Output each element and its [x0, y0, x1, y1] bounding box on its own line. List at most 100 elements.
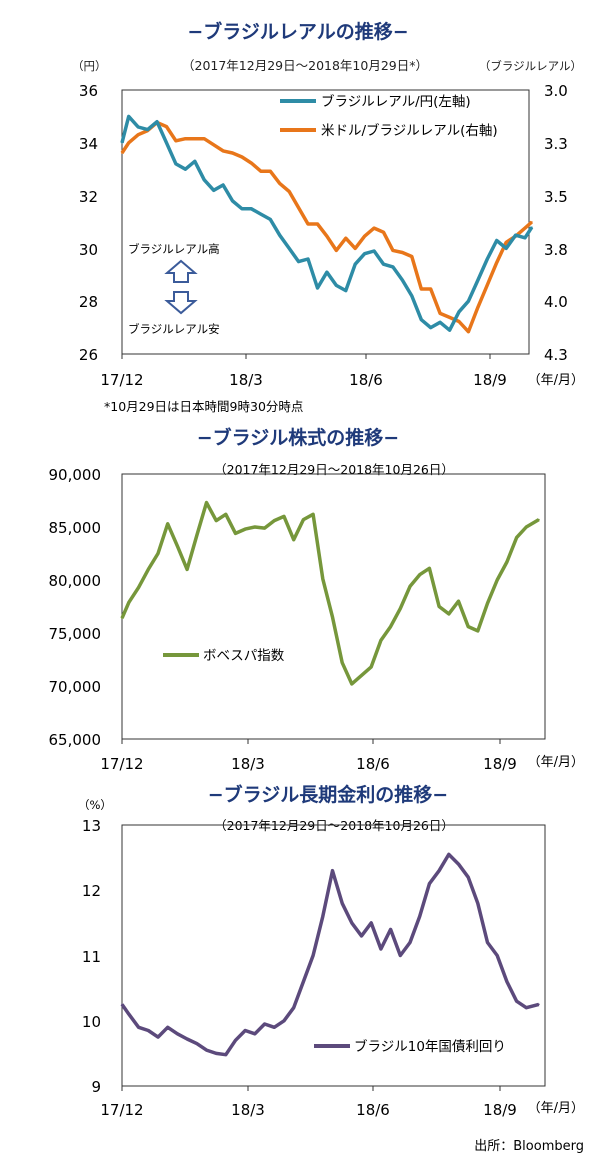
brazil-10y-yield-point: [438, 869, 440, 872]
brazil-10y-yield-point: [389, 928, 392, 931]
brl-jpy-point: [193, 160, 196, 163]
bovespa-point: [476, 630, 479, 632]
usd-brl-point: [326, 235, 328, 238]
bovespa-point: [137, 586, 140, 589]
brl-jpy-point: [344, 289, 347, 292]
brazil-10y-yield-point: [234, 1039, 237, 1042]
bovespa-point: [215, 519, 218, 522]
bovespa-point: [389, 625, 392, 628]
brazil-10y-yield-point: [157, 1036, 159, 1038]
bovespa-point: [457, 600, 460, 603]
bovespa-point: [515, 536, 518, 539]
chart1-x-tick: 18/9: [473, 371, 507, 389]
chart1-x-tick: 18/6: [349, 371, 383, 389]
chart1-right-tick: 3.5: [544, 188, 568, 206]
brl-jpy-point: [448, 329, 451, 332]
brl-jpy-point: [231, 200, 234, 202]
brazil-10y-yield-point: [195, 1042, 198, 1045]
brl-jpy-point: [373, 250, 375, 252]
usd-brl-point: [121, 152, 123, 154]
bovespa-point: [224, 513, 227, 516]
brl-jpy-point: [307, 258, 309, 260]
brazil-10y-yield-point: [215, 1052, 218, 1055]
brazil-10y-yield-point: [486, 941, 489, 944]
chart1-subtitle: （2017年12月29日～2018年10月29日*）: [182, 58, 428, 73]
usd-brl-point: [231, 152, 234, 154]
usd-brl-point: [212, 143, 215, 146]
bovespa-point: [127, 601, 130, 604]
brazil-10y-yield-point: [447, 853, 450, 856]
brl-jpy-point: [137, 126, 140, 128]
bovespa-point: [244, 528, 247, 530]
chart1-x-unit: （年/月）: [528, 373, 584, 388]
usd-brl-point: [175, 139, 177, 142]
brl-jpy-point: [241, 207, 243, 210]
brl-jpy-point: [175, 163, 177, 165]
usd-brl-point: [458, 320, 460, 323]
bovespa-point: [506, 561, 508, 563]
brl-jpy-point: [269, 218, 272, 221]
chart1-left-tick: 26: [79, 346, 98, 364]
chart2-y-tick: 80,000: [49, 572, 102, 590]
chart2-plot-frame: [121, 473, 546, 740]
usd-brl-point: [259, 170, 262, 173]
brazil-10y-yield-point: [244, 1029, 247, 1032]
brl-jpy-point: [420, 318, 423, 321]
chart1-left-tick: 36: [79, 82, 98, 100]
brl-jpy-point: [278, 234, 281, 237]
chart1-right-tick: 3.3: [544, 135, 568, 153]
usd-brl-point: [250, 162, 253, 165]
chart2-x-tick: 18/6: [356, 755, 390, 773]
brl-jpy-point: [514, 234, 517, 237]
bovespa-line: [120, 500, 540, 686]
brl-jpy-point: [429, 326, 432, 329]
brazil-10y-yield-point: [515, 1000, 518, 1003]
bovespa-point: [370, 666, 373, 668]
chart1-legend-label-brljpy: ブラジルレアル/円(左軸): [321, 93, 471, 110]
bovespa-point: [350, 683, 353, 685]
bovespa-chart: −ブラジル株式の推移− （2017年12月29日～2018年10月26日） 90…: [49, 426, 585, 773]
bovespa-point: [292, 538, 295, 541]
chart2-y-axis: 90,000 85,000 80,000 75,000 70,000 65,00…: [49, 466, 102, 749]
brazil-10y-yield-point: [331, 869, 334, 872]
brl-jpy-point: [467, 300, 470, 303]
bovespa-point: [147, 568, 150, 571]
chart2-x-tick: 18/3: [231, 755, 265, 773]
usd-brl-point: [269, 170, 272, 173]
brl-jpy-point: [156, 120, 158, 123]
chart3-x-tick: 18/3: [231, 1101, 265, 1119]
usd-brl-point: [467, 330, 470, 333]
chart3-legend-label: ブラジル10年国債利回り: [354, 1038, 506, 1055]
bovespa-point: [438, 605, 440, 608]
chart2-series: [120, 500, 540, 686]
brazil-10y-yield-point: [312, 954, 314, 957]
brl-jpy-point: [212, 189, 215, 192]
brl-jpy-point: [530, 226, 533, 229]
chart1-x-tick: 18/3: [229, 371, 263, 389]
usd-brl-point: [316, 223, 319, 225]
brl-jpy-point: [354, 263, 357, 266]
brl-jpy-point: [505, 247, 508, 250]
chart2-subtitle: （2017年12月29日～2018年10月26日）: [214, 462, 454, 477]
chart1-right-y-axis: 3.0 3.3 3.5 3.8 4.0 4.3: [544, 82, 568, 364]
usd-brl-point: [486, 284, 489, 286]
usd-brl-point: [373, 227, 375, 230]
down-arrow-icon: [164, 291, 198, 315]
brazil-10y-yield-point: [537, 1003, 540, 1006]
brl-jpy-point: [458, 310, 460, 313]
bovespa-point: [273, 519, 276, 522]
usd-brl-point: [193, 137, 196, 140]
bovespa-point: [496, 579, 499, 581]
usd-brl-point: [222, 150, 225, 152]
usd-brl-point: [344, 237, 347, 240]
usd-brl-point: [429, 288, 432, 290]
bovespa-point: [166, 522, 169, 525]
brazil-10y-yield-point: [321, 915, 324, 918]
brazil-10y-yield-point: [176, 1032, 179, 1035]
chart2-y-tick: 85,000: [49, 519, 102, 537]
usd-brl-point: [307, 223, 309, 225]
chart1-left-tick: 30: [79, 241, 98, 259]
usd-brl-point: [448, 316, 451, 319]
chart3-x-unit: （年/月）: [528, 1101, 584, 1116]
